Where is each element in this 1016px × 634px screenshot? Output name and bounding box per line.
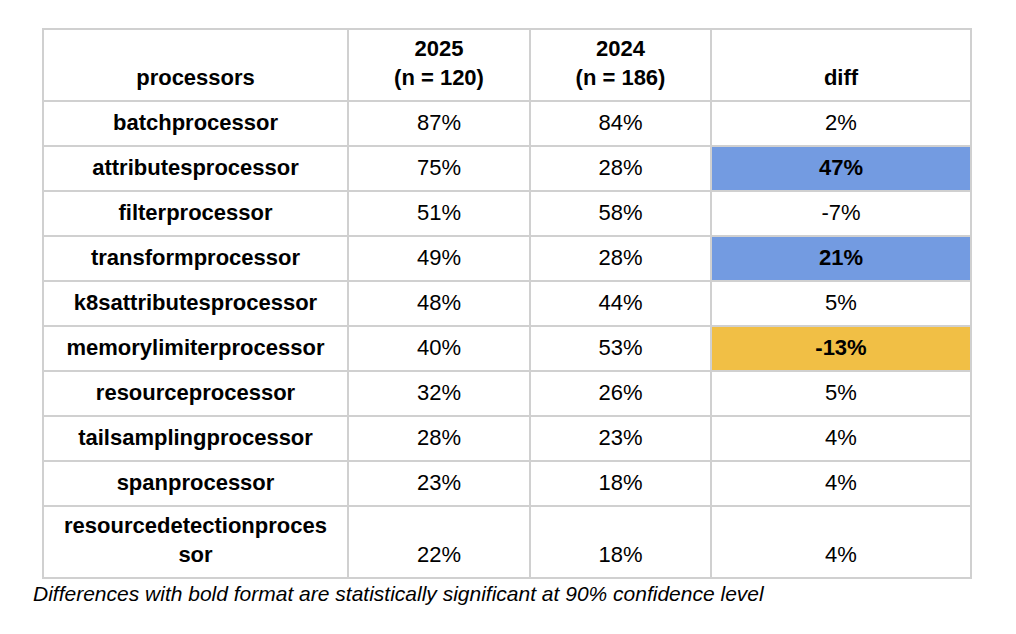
- value-2024-cell: 44%: [530, 281, 711, 326]
- diff-cell: 4%: [711, 416, 971, 461]
- diff-cell: 21%: [711, 236, 971, 281]
- processor-name-cell: spanprocessor: [43, 461, 348, 506]
- header-processors: processors: [43, 29, 348, 101]
- header-2025: 2025 (n = 120): [348, 29, 530, 101]
- value-2025-cell: 75%: [348, 146, 530, 191]
- header-2024-year: 2024: [537, 34, 704, 63]
- diff-cell: 47%: [711, 146, 971, 191]
- value-2025-cell: 23%: [348, 461, 530, 506]
- header-row: processors 2025 (n = 120) 2024 (n = 186)…: [43, 29, 971, 101]
- header-2025-year: 2025: [355, 34, 523, 63]
- table-row: k8sattributesprocessor 48% 44% 5%: [43, 281, 971, 326]
- value-2025-cell: 22%: [348, 506, 530, 578]
- processor-name-cell: resourcedetectionprocessor: [43, 506, 348, 578]
- diff-cell: 5%: [711, 371, 971, 416]
- value-2024-cell: 84%: [530, 101, 711, 146]
- value-2024-cell: 26%: [530, 371, 711, 416]
- header-2024: 2024 (n = 186): [530, 29, 711, 101]
- value-2024-cell: 53%: [530, 326, 711, 371]
- diff-cell: -7%: [711, 191, 971, 236]
- value-2025-cell: 49%: [348, 236, 530, 281]
- value-2025-cell: 32%: [348, 371, 530, 416]
- header-diff: diff: [711, 29, 971, 101]
- diff-cell: -13%: [711, 326, 971, 371]
- processor-name-cell: attributesprocessor: [43, 146, 348, 191]
- value-2025-cell: 48%: [348, 281, 530, 326]
- table-row: spanprocessor 23% 18% 4%: [43, 461, 971, 506]
- table-row: attributesprocessor 75% 28% 47%: [43, 146, 971, 191]
- table-row: batchprocessor 87% 84% 2%: [43, 101, 971, 146]
- value-2025-cell: 51%: [348, 191, 530, 236]
- table-row: tailsamplingprocessor 28% 23% 4%: [43, 416, 971, 461]
- diff-cell: 4%: [711, 506, 971, 578]
- value-2024-cell: 23%: [530, 416, 711, 461]
- processor-name-cell: tailsamplingprocessor: [43, 416, 348, 461]
- processor-name-cell: memorylimiterprocessor: [43, 326, 348, 371]
- value-2024-cell: 28%: [530, 146, 711, 191]
- processor-name-cell: resourceprocessor: [43, 371, 348, 416]
- processor-name-cell: filterprocessor: [43, 191, 348, 236]
- table-row: memorylimiterprocessor 40% 53% -13%: [43, 326, 971, 371]
- table-row: resourceprocessor 32% 26% 5%: [43, 371, 971, 416]
- value-2024-cell: 28%: [530, 236, 711, 281]
- diff-cell: 5%: [711, 281, 971, 326]
- header-2024-n: (n = 186): [537, 63, 704, 92]
- value-2024-cell: 58%: [530, 191, 711, 236]
- value-2025-cell: 40%: [348, 326, 530, 371]
- processor-name-cell: k8sattributesprocessor: [43, 281, 348, 326]
- processor-name-cell: transformprocessor: [43, 236, 348, 281]
- page: processors 2025 (n = 120) 2024 (n = 186)…: [0, 0, 1016, 634]
- table-row: filterprocessor 51% 58% -7%: [43, 191, 971, 236]
- diff-cell: 4%: [711, 461, 971, 506]
- footnote: Differences with bold format are statist…: [33, 581, 764, 606]
- value-2025-cell: 28%: [348, 416, 530, 461]
- processor-name-cell: batchprocessor: [43, 101, 348, 146]
- processors-table: processors 2025 (n = 120) 2024 (n = 186)…: [42, 28, 972, 579]
- table-row: resourcedetectionprocessor 22% 18% 4%: [43, 506, 971, 578]
- value-2024-cell: 18%: [530, 461, 711, 506]
- table-row: transformprocessor 49% 28% 21%: [43, 236, 971, 281]
- value-2025-cell: 87%: [348, 101, 530, 146]
- value-2024-cell: 18%: [530, 506, 711, 578]
- diff-cell: 2%: [711, 101, 971, 146]
- header-2025-n: (n = 120): [355, 63, 523, 92]
